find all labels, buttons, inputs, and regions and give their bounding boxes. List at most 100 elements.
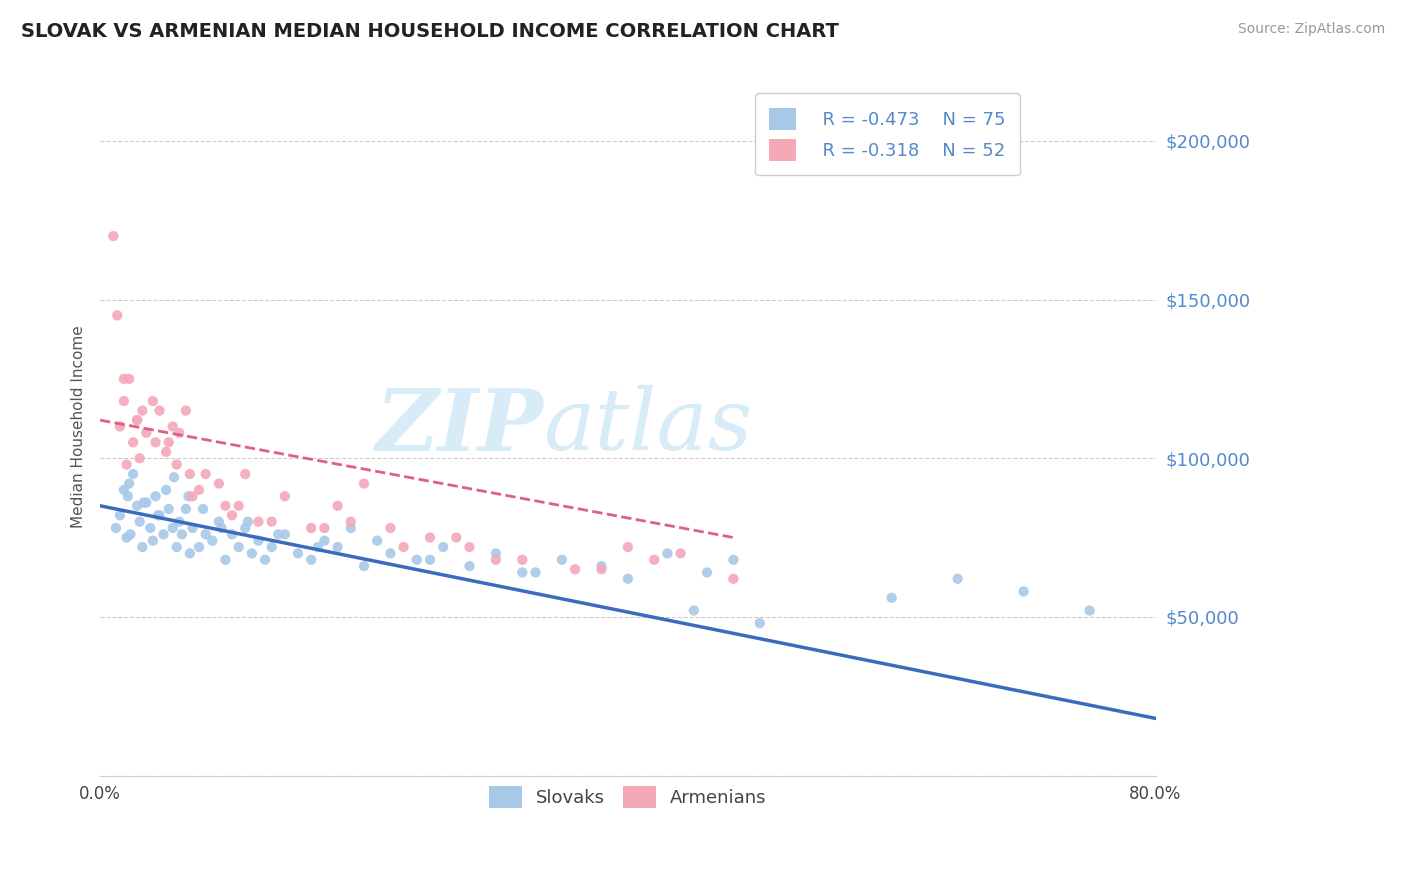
Point — [169, 515, 191, 529]
Point — [105, 309, 128, 323]
Point — [314, 521, 336, 535]
Point — [233, 467, 256, 481]
Legend: Slovaks, Armenians: Slovaks, Armenians — [482, 779, 773, 815]
Point — [174, 502, 197, 516]
Point — [108, 419, 131, 434]
Point — [214, 499, 236, 513]
Point — [152, 527, 174, 541]
Point — [458, 559, 481, 574]
Point — [125, 499, 148, 513]
Point — [228, 540, 250, 554]
Point — [131, 403, 153, 417]
Point — [148, 508, 170, 523]
Point — [181, 489, 204, 503]
Point — [228, 499, 250, 513]
Point — [353, 559, 375, 574]
Point — [145, 489, 167, 503]
Point — [274, 527, 297, 541]
Point — [682, 603, 704, 617]
Point — [135, 495, 157, 509]
Point — [117, 489, 139, 503]
Point — [510, 553, 533, 567]
Point — [307, 540, 329, 554]
Point — [260, 515, 283, 529]
Point — [112, 372, 135, 386]
Point — [166, 540, 188, 554]
Point — [446, 531, 468, 545]
Point — [485, 553, 508, 567]
Point — [155, 445, 177, 459]
Point — [148, 403, 170, 417]
Point — [551, 553, 574, 567]
Point — [142, 533, 165, 548]
Point — [118, 372, 141, 386]
Point — [194, 467, 217, 481]
Point — [254, 553, 277, 567]
Point — [162, 521, 184, 535]
Point — [946, 572, 969, 586]
Point — [208, 515, 231, 529]
Point — [120, 527, 142, 541]
Text: atlas: atlas — [543, 385, 752, 467]
Point — [723, 553, 745, 567]
Point — [524, 566, 547, 580]
Point — [1078, 603, 1101, 617]
Point — [339, 521, 361, 535]
Point — [458, 540, 481, 554]
Point — [247, 515, 270, 529]
Point — [179, 467, 201, 481]
Point — [380, 521, 402, 535]
Point — [236, 515, 259, 529]
Point — [510, 566, 533, 580]
Point — [104, 521, 127, 535]
Point — [617, 540, 640, 554]
Point — [221, 527, 243, 541]
Point — [166, 458, 188, 472]
Point — [247, 533, 270, 548]
Point — [366, 533, 388, 548]
Point — [170, 527, 193, 541]
Point — [419, 553, 441, 567]
Point — [128, 451, 150, 466]
Point — [181, 521, 204, 535]
Point — [125, 413, 148, 427]
Point — [326, 540, 349, 554]
Point — [163, 470, 186, 484]
Point — [201, 533, 224, 548]
Point — [139, 521, 162, 535]
Point — [299, 521, 322, 535]
Point — [260, 540, 283, 554]
Point — [191, 502, 214, 516]
Point — [669, 546, 692, 560]
Point — [233, 521, 256, 535]
Point — [564, 562, 586, 576]
Point — [177, 489, 200, 503]
Point — [643, 553, 665, 567]
Point — [157, 502, 180, 516]
Point — [221, 508, 243, 523]
Point — [339, 515, 361, 529]
Point — [591, 559, 613, 574]
Point — [155, 483, 177, 497]
Point — [214, 553, 236, 567]
Point — [419, 531, 441, 545]
Point — [353, 476, 375, 491]
Point — [125, 413, 148, 427]
Point — [723, 572, 745, 586]
Point — [211, 521, 233, 535]
Point — [274, 489, 297, 503]
Point — [314, 533, 336, 548]
Point — [118, 476, 141, 491]
Point — [432, 540, 454, 554]
Point — [188, 540, 211, 554]
Text: Source: ZipAtlas.com: Source: ZipAtlas.com — [1237, 22, 1385, 37]
Text: SLOVAK VS ARMENIAN MEDIAN HOUSEHOLD INCOME CORRELATION CHART: SLOVAK VS ARMENIAN MEDIAN HOUSEHOLD INCO… — [21, 22, 839, 41]
Point — [188, 483, 211, 497]
Point — [179, 546, 201, 560]
Point — [122, 467, 145, 481]
Point — [1012, 584, 1035, 599]
Point — [748, 616, 770, 631]
Point — [103, 229, 125, 244]
Point — [108, 508, 131, 523]
Point — [145, 435, 167, 450]
